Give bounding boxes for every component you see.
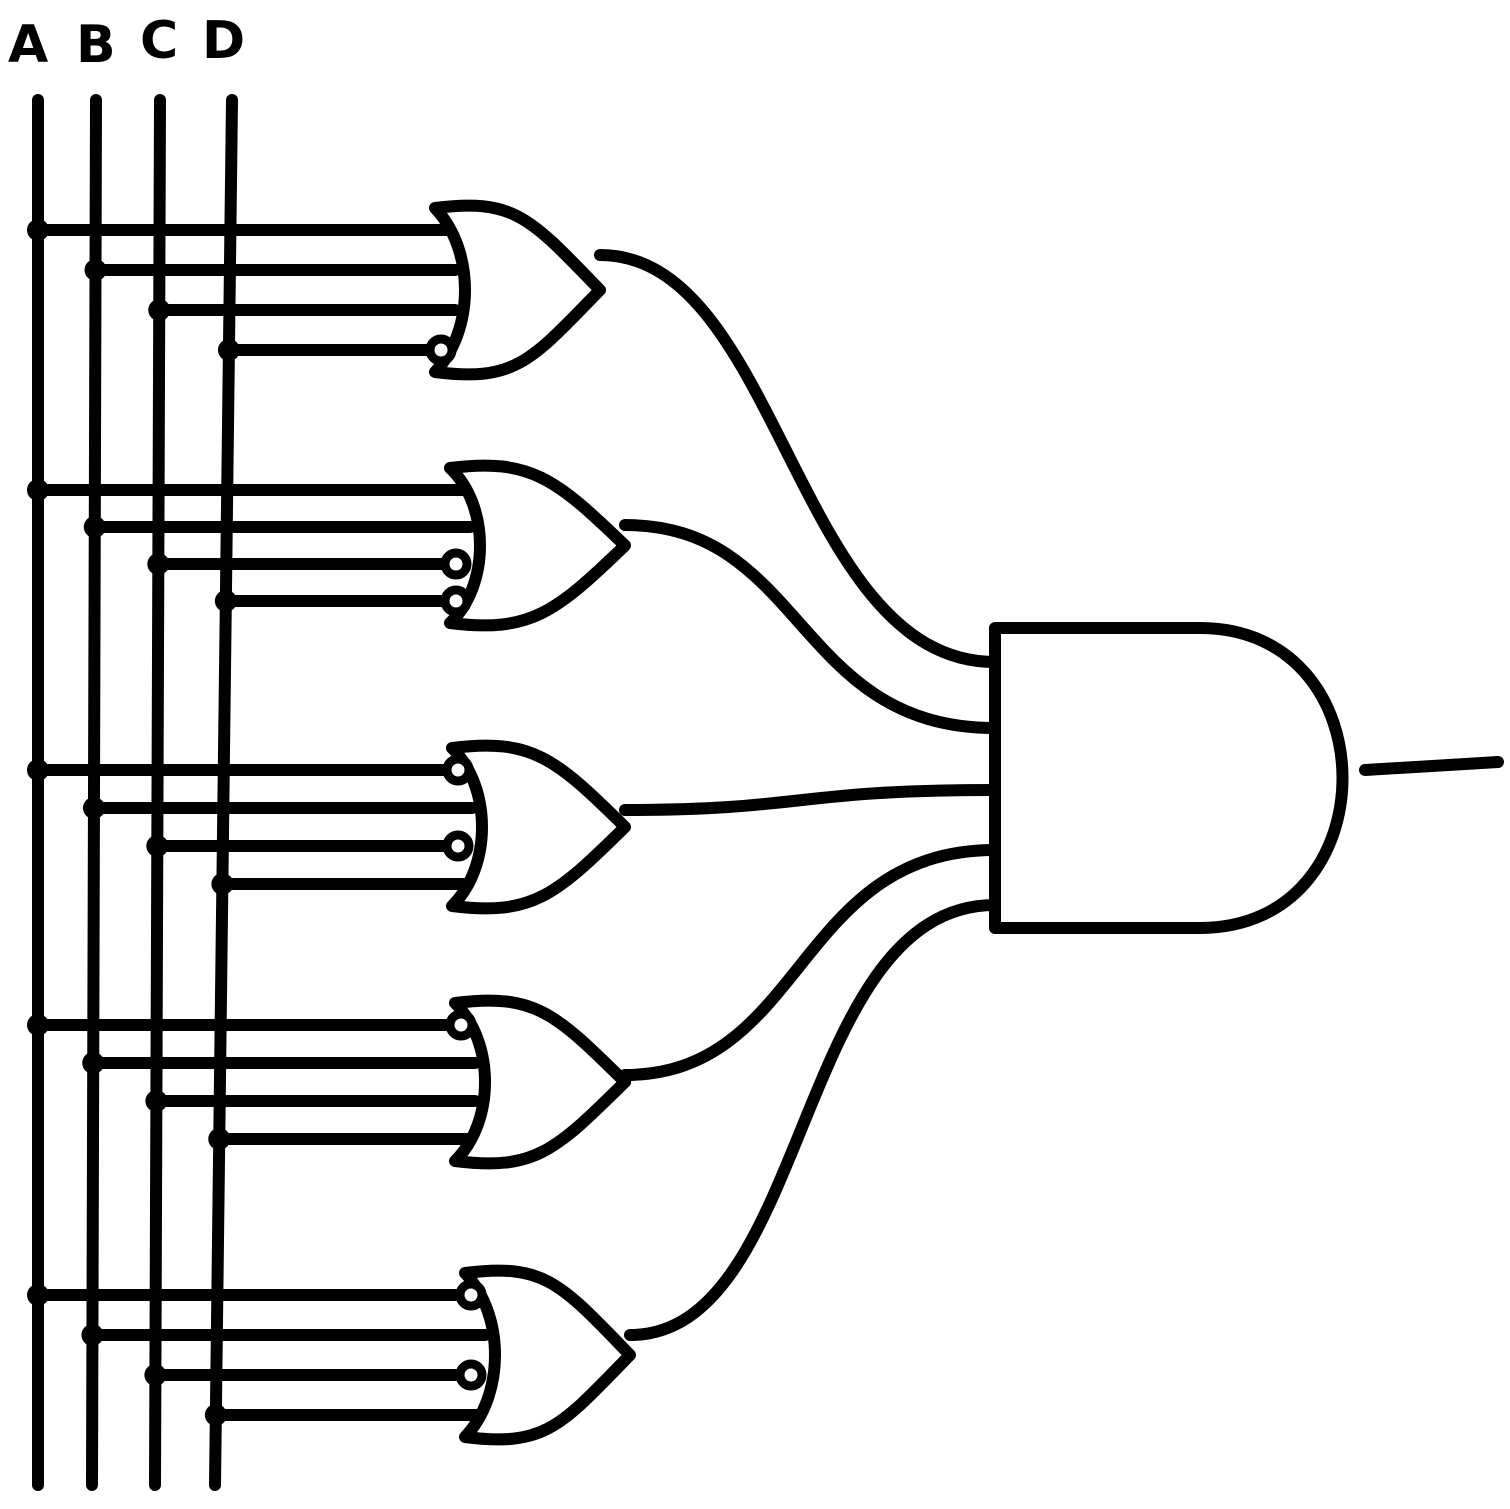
input-bus-d <box>209 94 238 1491</box>
junction-dot-4-a <box>27 1014 49 1036</box>
connection-or-2-to-and <box>619 519 1001 734</box>
junction-dot-2-b <box>83 516 106 538</box>
junction-dot-4-c <box>145 1090 168 1112</box>
connection-or-4-to-and <box>619 844 1001 1081</box>
and-gate-output-wire <box>1359 756 1504 776</box>
or-gate-1-inverter-bubble-d <box>425 334 457 366</box>
and-gate-group <box>989 622 1504 934</box>
junction-dot-2-c <box>147 553 170 575</box>
junction-dot-1-c <box>148 299 171 321</box>
or-gate-group <box>425 199 636 1446</box>
input-label-d: D <box>202 11 245 71</box>
or-to-and-connections <box>594 249 1001 1341</box>
junction-dot-4-b <box>82 1052 105 1074</box>
or-gate-5-inverter-bubble-c <box>455 1359 487 1391</box>
junction-dot-1-b <box>84 259 107 281</box>
or-gate-5 <box>459 1264 636 1446</box>
or-gate-2-inverter-bubble-d <box>440 585 472 617</box>
junction-dot-4-d <box>208 1128 231 1150</box>
input-buses <box>32 94 238 1491</box>
input-label-a: A <box>8 15 48 75</box>
junction-dot-5-a <box>27 1284 49 1306</box>
or-gate-3-inverter-bubble-a <box>442 754 474 786</box>
junction-dot-3-c <box>146 835 169 857</box>
junction-dot-2-a <box>27 479 49 501</box>
or-gate-2 <box>444 459 631 632</box>
or-gate-5-inverter-bubble-a <box>455 1279 487 1311</box>
junction-dot-1-a <box>27 219 49 241</box>
gate-input-wires <box>32 224 491 1421</box>
connection-or-3-to-and <box>619 784 1001 816</box>
junction-dot-5-c <box>144 1364 167 1386</box>
junction-dot-3-a <box>27 759 49 781</box>
junction-dot-5-b <box>81 1324 104 1346</box>
junction-dots <box>27 219 240 1426</box>
connection-or-5-to-and <box>624 899 1001 1341</box>
or-gate-3 <box>446 739 631 915</box>
junction-dot-3-d <box>211 873 234 895</box>
input-label-b: B <box>76 15 116 75</box>
input-bus-c <box>149 94 166 1491</box>
or-gate-2-inverter-bubble-c <box>440 548 472 580</box>
or-gate-4 <box>449 994 631 1170</box>
junction-dot-5-d <box>204 1404 227 1426</box>
junction-dot-2-d <box>214 590 237 612</box>
input-label-c: C <box>140 11 178 71</box>
junction-dot-3-b <box>82 797 105 819</box>
connection-or-1-to-and <box>594 249 1001 668</box>
or-gate-1 <box>429 199 606 381</box>
or-gate-3-inverter-bubble-c <box>442 830 474 862</box>
junction-dot-1-d <box>217 339 240 361</box>
and-gate <box>989 622 1349 934</box>
input-bus-b <box>86 94 102 1491</box>
or-gate-4-inverter-bubble-a <box>445 1009 477 1041</box>
